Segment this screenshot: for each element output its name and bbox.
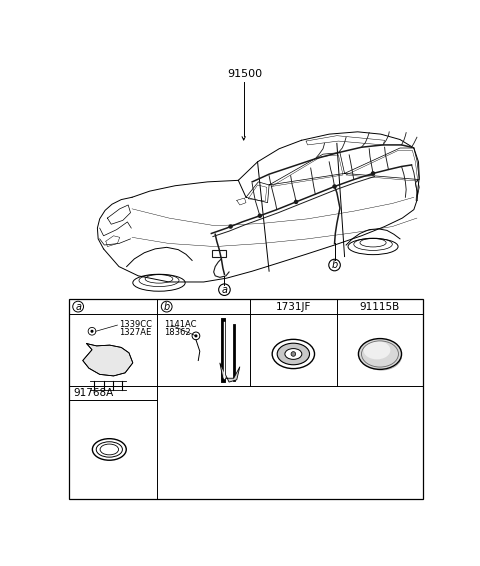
Circle shape [90, 330, 94, 333]
Text: 1339CC: 1339CC [119, 320, 152, 329]
Text: b: b [164, 302, 170, 312]
Text: a: a [75, 302, 81, 312]
Text: 91115B: 91115B [360, 302, 400, 312]
Bar [212, 250, 226, 258]
Bar [69, 299, 423, 499]
Ellipse shape [285, 349, 302, 359]
Text: 1731JF: 1731JF [276, 302, 311, 312]
Text: a: a [221, 285, 228, 295]
Ellipse shape [363, 341, 390, 359]
Text: 91768A: 91768A [73, 388, 114, 398]
Circle shape [333, 185, 336, 188]
Text: 1327AE: 1327AE [119, 328, 151, 337]
Circle shape [258, 214, 262, 217]
Circle shape [372, 172, 374, 175]
Text: 91500: 91500 [227, 70, 262, 79]
Ellipse shape [359, 338, 402, 370]
Circle shape [295, 200, 298, 203]
Circle shape [194, 335, 197, 337]
Ellipse shape [277, 343, 310, 365]
Polygon shape [220, 363, 240, 382]
Circle shape [229, 225, 232, 228]
Bar [69, 299, 423, 499]
Text: 1141AC: 1141AC [164, 320, 196, 329]
Polygon shape [83, 344, 133, 376]
Text: 18362: 18362 [164, 328, 190, 337]
Circle shape [291, 351, 296, 356]
Text: b: b [331, 260, 337, 270]
